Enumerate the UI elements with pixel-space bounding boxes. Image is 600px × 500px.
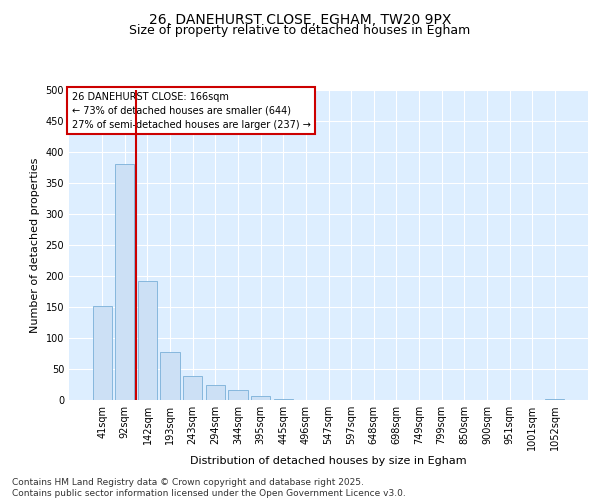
Bar <box>138 281 157 400</box>
Bar <box>115 164 134 400</box>
Text: 26, DANEHURST CLOSE, EGHAM, TW20 9PX: 26, DANEHURST CLOSE, EGHAM, TW20 9PX <box>149 12 451 26</box>
Text: Size of property relative to detached houses in Egham: Size of property relative to detached ho… <box>130 24 470 37</box>
Bar <box>229 390 248 400</box>
X-axis label: Distribution of detached houses by size in Egham: Distribution of detached houses by size … <box>190 456 467 466</box>
Text: 26 DANEHURST CLOSE: 166sqm
← 73% of detached houses are smaller (644)
27% of sem: 26 DANEHURST CLOSE: 166sqm ← 73% of deta… <box>71 92 310 130</box>
Bar <box>92 306 112 400</box>
Bar <box>183 376 202 400</box>
Bar <box>160 352 180 400</box>
Bar <box>251 396 270 400</box>
Bar <box>545 399 565 400</box>
Bar <box>206 384 225 400</box>
Y-axis label: Number of detached properties: Number of detached properties <box>30 158 40 332</box>
Text: Contains HM Land Registry data © Crown copyright and database right 2025.
Contai: Contains HM Land Registry data © Crown c… <box>12 478 406 498</box>
